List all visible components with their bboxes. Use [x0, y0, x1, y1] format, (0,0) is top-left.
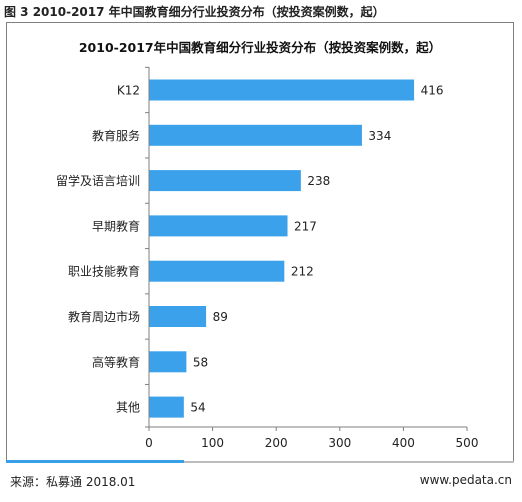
x-tick-label: 100	[201, 436, 224, 450]
bar	[149, 215, 288, 237]
footer-divider	[6, 461, 514, 463]
bar	[149, 306, 207, 327]
bar	[149, 79, 415, 101]
x-tick-label: 200	[265, 436, 288, 450]
category-label: 教育服务	[92, 128, 140, 143]
category-label: 其他	[116, 401, 140, 415]
category-label: 职业技能教育	[68, 264, 140, 279]
value-label: 416	[421, 84, 444, 98]
bar	[149, 260, 285, 282]
category-label: 高等教育	[92, 354, 140, 369]
category-label: 教育周边市场	[68, 309, 140, 324]
figure-caption: 图 3 2010-2017 年中国教育细分行业投资分布（按投资案例数，起）	[4, 5, 385, 19]
value-label: 54	[190, 401, 205, 415]
value-label: 334	[368, 129, 391, 143]
value-label: 89	[213, 310, 228, 324]
value-label: 58	[193, 355, 208, 369]
website-link: www.pedata.cn	[419, 473, 512, 487]
x-tick-label: 0	[145, 436, 153, 450]
bar	[149, 351, 187, 373]
chart-frame: 2010-2017年中国教育细分行业投资分布（按投资案例数，起） 0 100 200…	[6, 22, 514, 463]
x-tick-label: 500	[456, 436, 479, 450]
category-label: 留学及语言培训	[56, 173, 140, 188]
x-tick-label: 300	[328, 436, 351, 450]
x-tick-label: 400	[392, 436, 415, 450]
category-label: K12	[117, 84, 140, 98]
footer-accent-bar	[6, 460, 184, 463]
bar	[149, 124, 362, 146]
chart-title: 2010-2017年中国教育细分行业投资分布（按投资案例数，起）	[78, 40, 442, 55]
source-note: 来源：私募通 2018.01	[10, 475, 136, 489]
bar	[149, 170, 301, 192]
value-label: 238	[307, 174, 330, 188]
bar-chart: 0 100 200 300 400 500 K12 416 教育服务 334 留学及语言培训 238 早…	[56, 66, 479, 450]
value-label: 212	[291, 265, 314, 279]
bar	[149, 396, 184, 418]
value-label: 217	[294, 219, 317, 233]
category-label: 早期教育	[92, 218, 140, 233]
